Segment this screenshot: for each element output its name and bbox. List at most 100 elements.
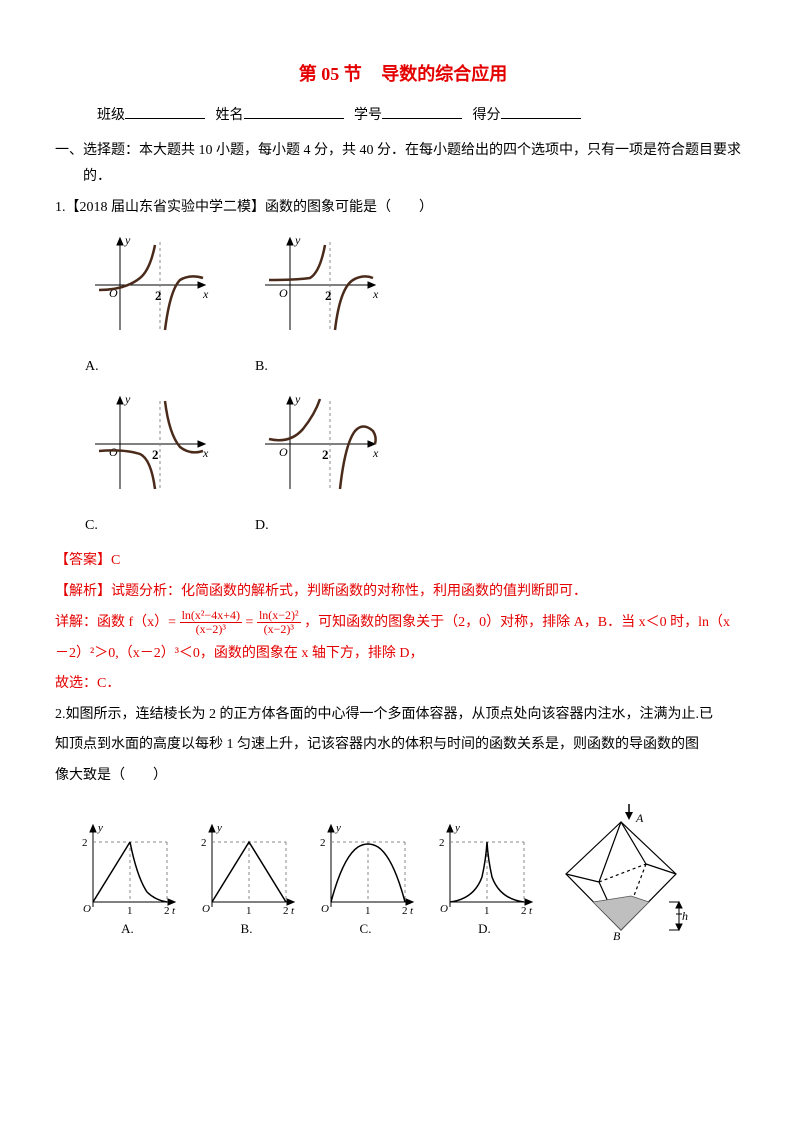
svg-text:2: 2 bbox=[320, 837, 326, 849]
q2-graph-d: 2 O 1 2 t y bbox=[432, 817, 537, 917]
svg-text:2: 2 bbox=[201, 837, 207, 849]
tick-2: 2 bbox=[155, 288, 162, 303]
detail-mid: ，可知函数的图象关于（2，0）对称，排除 A，B．当 x＜0 时，ln（x bbox=[304, 615, 730, 630]
svg-text:1: 1 bbox=[246, 905, 252, 917]
q2-stem-2: 知顶点到水面的高度以每秒 1 匀速上升，记该容器内水的体积与时间的函数关系是，则… bbox=[55, 732, 745, 759]
svg-text:2: 2 bbox=[152, 447, 159, 462]
q1-detail-2: －2）²＞0,（x－2）³＜0，函数的图象在 x 轴下方，排除 D， bbox=[55, 641, 745, 668]
svg-text:2: 2 bbox=[325, 288, 332, 303]
q1-graph-c: O 2 x y bbox=[85, 389, 215, 499]
name-blank[interactable] bbox=[244, 104, 344, 119]
svg-text:2: 2 bbox=[439, 837, 445, 849]
q2-option-b: 2 O 1 2 t y B. bbox=[194, 817, 299, 942]
name-label: 姓名 bbox=[216, 108, 244, 123]
q1-conclusion: 故选：C． bbox=[55, 671, 745, 698]
q1-answer: 【答案】C bbox=[55, 548, 745, 575]
q2-label-a: A. bbox=[75, 917, 180, 942]
svg-text:x: x bbox=[372, 287, 379, 301]
vertex-a: A bbox=[635, 811, 644, 825]
svg-text:O: O bbox=[109, 445, 118, 459]
svg-text:y: y bbox=[294, 392, 301, 406]
q2-graph-b: 2 O 1 2 t y bbox=[194, 817, 299, 917]
q1-graph-row-1: O 2 x y A. O 2 x y B. bbox=[85, 230, 745, 381]
document-title: 第 05 节 导数的综合应用 bbox=[55, 55, 745, 93]
q1-label-c: C. bbox=[85, 513, 215, 540]
q2-label-c: C. bbox=[313, 917, 418, 942]
q2-solid-figure: A B h bbox=[551, 802, 691, 942]
title-section-number: 第 05 节 bbox=[293, 55, 368, 93]
svg-text:y: y bbox=[335, 822, 341, 834]
q2-label-b: B. bbox=[194, 917, 299, 942]
frac2-num: ln(x−2)² bbox=[257, 609, 301, 623]
svg-text:t: t bbox=[172, 905, 176, 917]
q1-option-a: O 2 x y A. bbox=[85, 230, 215, 381]
svg-text:x: x bbox=[202, 446, 209, 460]
score-label: 得分 bbox=[473, 108, 501, 123]
svg-text:1: 1 bbox=[484, 905, 490, 917]
q1-label-d: D. bbox=[255, 513, 385, 540]
q1-option-c: O 2 x y C. bbox=[85, 389, 215, 540]
svg-text:1: 1 bbox=[365, 905, 371, 917]
detail-pre: 详解：函数 f（x）= bbox=[55, 615, 176, 630]
q2-graph-c: 2 O 1 2 t y bbox=[313, 817, 418, 917]
height-h: h bbox=[682, 909, 688, 923]
fraction-1: ln(x²−4x+4) (x−2)³ bbox=[180, 609, 242, 636]
analysis-text-1: 试题分析：化简函数的解析式，判断函数的对称性，利用函数的值判断即可． bbox=[111, 584, 587, 599]
svg-text:t: t bbox=[529, 905, 533, 917]
svg-text:2: 2 bbox=[521, 905, 527, 917]
vertex-b: B bbox=[613, 929, 621, 942]
class-blank[interactable] bbox=[125, 104, 205, 119]
q1-detail-1: 详解：函数 f（x）= ln(x²−4x+4) (x−2)³ = ln(x−2)… bbox=[55, 609, 745, 637]
q1-option-b: O 2 x y B. bbox=[255, 230, 385, 381]
q1-graph-a: O 2 x y bbox=[85, 230, 215, 340]
answer-value: C bbox=[111, 553, 120, 568]
svg-text:2: 2 bbox=[164, 905, 170, 917]
svg-text:O: O bbox=[83, 903, 91, 915]
svg-text:y: y bbox=[97, 822, 103, 834]
id-label: 学号 bbox=[354, 108, 382, 123]
title-text: 导数的综合应用 bbox=[381, 57, 507, 91]
svg-text:t: t bbox=[291, 905, 295, 917]
id-blank[interactable] bbox=[382, 104, 462, 119]
q2-graph-row: 2 O 1 2 t y A. 2 O 1 2 t y B. bbox=[75, 802, 745, 942]
q1-graph-row-2: O 2 x y C. O 2 x y D. bbox=[85, 389, 745, 540]
svg-text:O: O bbox=[321, 903, 329, 915]
q1-graph-d: O 2 x y bbox=[255, 389, 385, 499]
svg-text:O: O bbox=[202, 903, 210, 915]
score-blank[interactable] bbox=[501, 104, 581, 119]
q1-stem: 1.【2018 届山东省实验中学二模】函数的图象可能是（ ） bbox=[55, 195, 745, 222]
svg-text:y: y bbox=[454, 822, 460, 834]
svg-text:2: 2 bbox=[82, 837, 88, 849]
frac1-den: (x−2)³ bbox=[180, 623, 242, 636]
svg-text:y: y bbox=[124, 392, 131, 406]
frac2-den: (x−2)³ bbox=[257, 623, 301, 636]
svg-text:2: 2 bbox=[402, 905, 408, 917]
svg-text:O: O bbox=[440, 903, 448, 915]
q1-label-a: A. bbox=[85, 354, 215, 381]
y-axis-label: y bbox=[124, 233, 131, 247]
svg-text:t: t bbox=[410, 905, 414, 917]
svg-text:y: y bbox=[216, 822, 222, 834]
q2-stem-3: 像大致是（ ） bbox=[55, 763, 745, 790]
q1-graph-b: O 2 x y bbox=[255, 230, 385, 340]
q2-option-d: 2 O 1 2 t y D. bbox=[432, 817, 537, 942]
svg-text:2: 2 bbox=[283, 905, 289, 917]
q2-graph-a: 2 O 1 2 t y bbox=[75, 817, 180, 917]
section-1-heading: 一、选择题：本大题共 10 小题，每小题 4 分，共 40 分．在每小题给出的四… bbox=[55, 138, 745, 191]
svg-text:2: 2 bbox=[322, 447, 329, 462]
analysis-label: 【解析】 bbox=[55, 584, 111, 599]
frac1-num: ln(x²−4x+4) bbox=[180, 609, 242, 623]
student-info-line: 班级 姓名 学号 得分 bbox=[55, 103, 745, 130]
q1-option-d: O 2 x y D. bbox=[255, 389, 385, 540]
q1-label-b: B. bbox=[255, 354, 385, 381]
fraction-2: ln(x−2)² (x−2)³ bbox=[257, 609, 301, 636]
q2-option-c: 2 O 1 2 t y C. bbox=[313, 817, 418, 942]
svg-text:O: O bbox=[279, 445, 288, 459]
x-axis-label: x bbox=[202, 287, 209, 301]
octahedron-diagram: A B h bbox=[551, 802, 691, 942]
q1-analysis-1: 【解析】试题分析：化简函数的解析式，判断函数的对称性，利用函数的值判断即可． bbox=[55, 579, 745, 606]
q2-stem-1: 2.如图所示，连结棱长为 2 的正方体各面的中心得一个多面体容器，从顶点处向该容… bbox=[55, 702, 745, 729]
eq: = bbox=[246, 615, 254, 630]
svg-text:O: O bbox=[279, 286, 288, 300]
class-label: 班级 bbox=[97, 108, 125, 123]
